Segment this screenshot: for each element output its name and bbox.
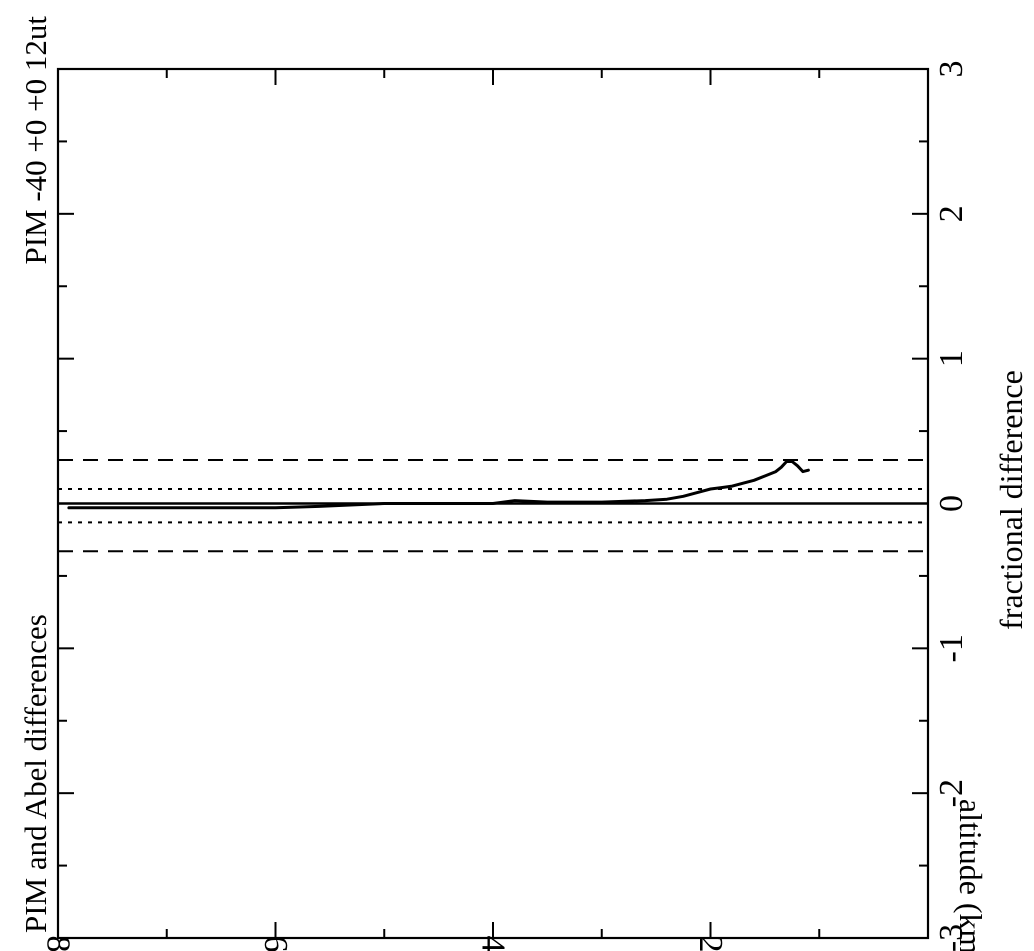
data-series xyxy=(67,460,810,510)
y-tick-label: 0 xyxy=(933,495,970,512)
x-tick-label: 600 xyxy=(257,936,294,951)
x-axis-label: altitude (km) xyxy=(953,799,989,951)
y-tick-label: -1 xyxy=(933,634,970,662)
reference-lines xyxy=(58,459,928,553)
y-tick-label: -2 xyxy=(933,779,970,807)
x-tick-label: 800 xyxy=(40,936,77,951)
title-right: PIM -40 +0 +0 12ut xyxy=(18,16,53,265)
x-tick-label: 200 xyxy=(692,936,729,951)
title-left: PIM and Abel differences xyxy=(18,614,53,933)
x-tick-label: 400 xyxy=(475,936,512,951)
y-axis-label: fractional difference xyxy=(993,370,1029,630)
y-tick-label: -3 xyxy=(933,924,970,951)
y-tick-label: 2 xyxy=(933,205,970,222)
tick-labels: -3-2-101238006004002000 xyxy=(40,61,971,951)
y-tick-label: 3 xyxy=(933,61,970,78)
y-tick-label: 1 xyxy=(933,350,970,367)
series-line xyxy=(67,460,810,510)
